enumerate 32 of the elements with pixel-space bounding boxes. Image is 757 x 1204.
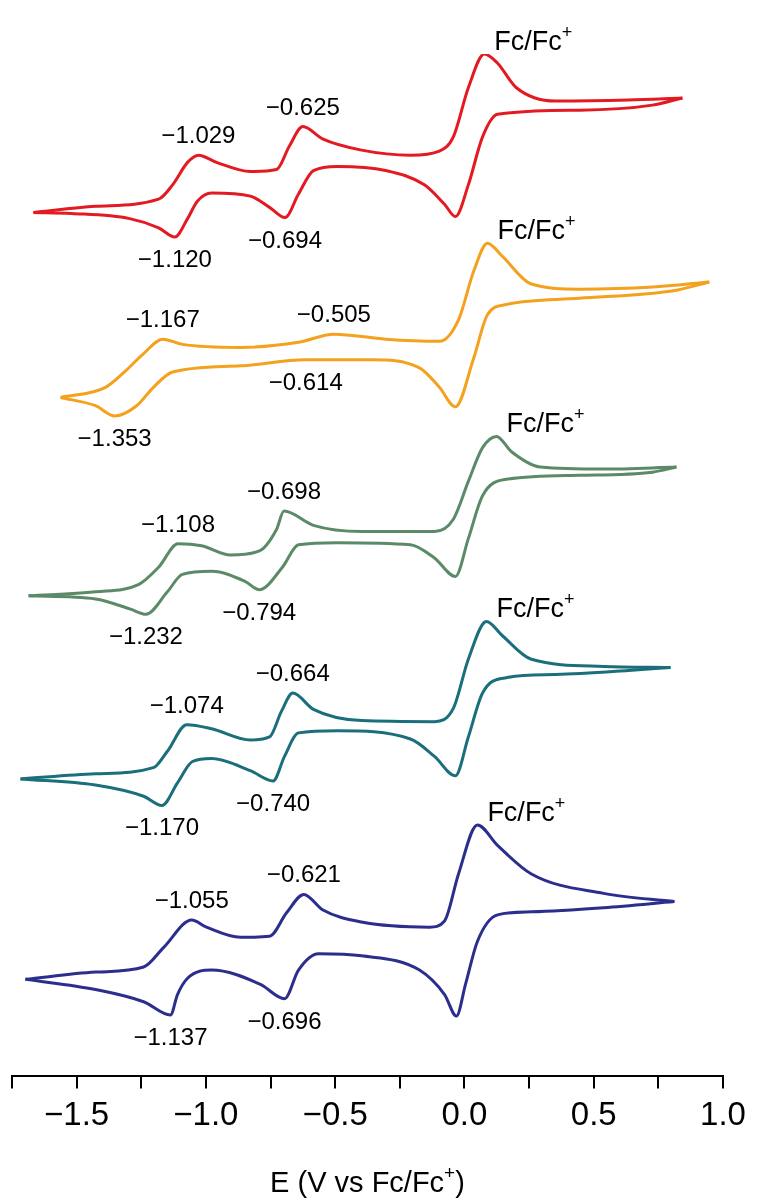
annotation: −0.694 <box>247 225 323 253</box>
annotation: −1.232 <box>108 622 183 650</box>
series-label: Fc/Fc+ <box>494 21 573 56</box>
annotation: −0.696 <box>247 1006 322 1034</box>
annotation: −0.664 <box>255 659 330 686</box>
series-label: Fc/Fc+ <box>487 792 566 827</box>
x-tick-label: 1.0 <box>700 1095 746 1133</box>
annotation: −1.055 <box>154 885 229 913</box>
x-tick-label: −0.5 <box>302 1095 368 1133</box>
annotation: −1.108 <box>140 509 216 537</box>
x-axis-title: E (V vs Fc/Fc+) <box>270 1161 465 1198</box>
annotation: −0.794 <box>222 597 297 625</box>
x-tick-label: −1.5 <box>44 1095 110 1133</box>
series-label: Fc/Fc+ <box>506 404 585 439</box>
x-tick-label: −1.0 <box>173 1095 239 1133</box>
annotation: −0.505 <box>296 300 371 328</box>
series-label: Fc/Fc+ <box>497 210 576 246</box>
annotation: −1.170 <box>124 813 199 841</box>
series-label: Fc/Fc+ <box>496 589 575 624</box>
x-tick-label: 0.0 <box>441 1095 488 1133</box>
annotation: −1.120 <box>137 245 212 273</box>
annotation: −1.074 <box>149 690 224 718</box>
annotation: −1.167 <box>125 305 200 333</box>
annotation: −1.029 <box>161 121 236 149</box>
annotation: −0.740 <box>236 788 311 816</box>
annotation: −0.614 <box>268 367 343 395</box>
annotation: −0.621 <box>266 860 341 888</box>
annotation: −1.137 <box>133 1023 208 1051</box>
x-tick-label: 0.5 <box>570 1095 617 1133</box>
annotation: −0.625 <box>265 92 340 120</box>
annotation: −1.353 <box>77 423 152 451</box>
annotation: −0.698 <box>246 477 322 505</box>
